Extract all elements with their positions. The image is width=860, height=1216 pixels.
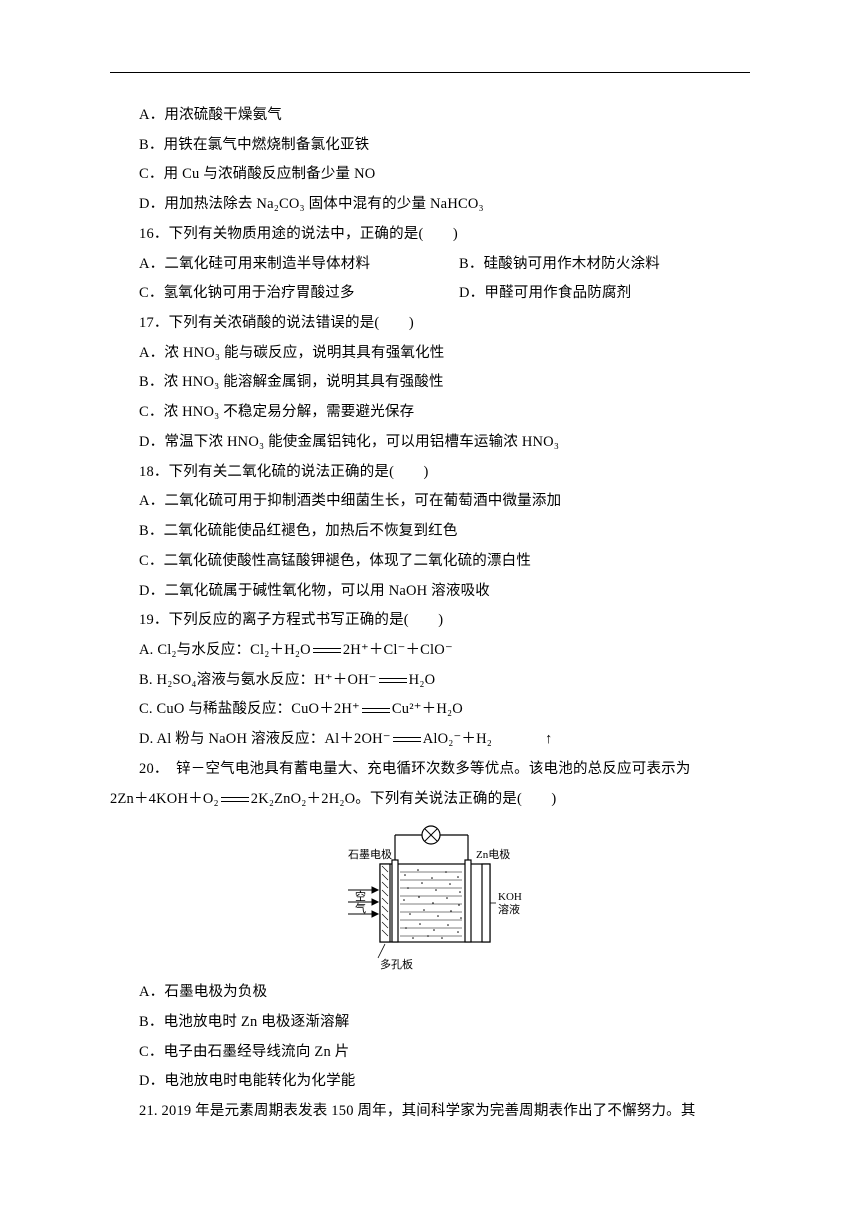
equals-arrow-icon: [221, 797, 249, 802]
q19-a: A. Cl₂与水反应：Cl₂＋H₂O 2H⁺＋Cl⁻＋ClO⁻: [110, 636, 750, 666]
opt-d: D．用加热法除去 Na₂CO₃ 固体中混有的少量 NaHCO₃: [110, 190, 750, 220]
q18-stem: 18．下列有关二氧化硫的说法正确的是( ): [110, 458, 750, 488]
q19-d-post: AlO₂⁻＋H₂: [423, 731, 492, 747]
opt-b: B．用铁在氯气中燃烧制备氯化亚铁: [110, 131, 750, 161]
q20-stem1: 20． 锌－空气电池具有蓄电量大、充电循环次数多等优点。该电池的总反应可表示为: [110, 755, 750, 785]
equals-arrow-icon: [393, 737, 421, 742]
label-zn: Zn电极: [476, 847, 510, 861]
label-porous: 多孔板: [380, 957, 413, 970]
q19-d-pre: D. Al 粉与 NaOH 溶液反应：Al＋2OH⁻: [139, 731, 391, 747]
q17-d: D．常温下浓 HNO₃ 能使金属铝钝化，可以用铝槽车运输浓 HNO₃: [110, 428, 750, 458]
q19-stem: 19．下列反应的离子方程式书写正确的是( ): [110, 606, 750, 636]
q20-c: C．电子由石墨经导线流向 Zn 片: [110, 1038, 750, 1068]
q19-d: D. Al 粉与 NaOH 溶液反应：Al＋2OH⁻ AlO₂⁻＋H₂ ↑: [110, 725, 750, 755]
equals-arrow-icon: [362, 708, 390, 713]
equals-arrow-icon: [379, 678, 407, 683]
top-rule: [110, 72, 750, 73]
q16-a: A．二氧化硅可用来制造半导体材料: [110, 250, 430, 280]
q19-a-post: 2H⁺＋Cl⁻＋ClO⁻: [343, 642, 453, 658]
label-air1: 空: [355, 889, 366, 903]
equals-arrow-icon: [313, 648, 341, 653]
q20-a: A．石墨电极为负极: [110, 978, 750, 1008]
q18-b: B．二氧化硫能使品红褪色，加热后不恢复到红色: [110, 517, 750, 547]
cell-diagram-svg: 石墨电极 Zn电极: [300, 820, 560, 970]
gas-up-arrow-icon: ↑: [516, 725, 552, 755]
q16-row2: C．氢氧化钠可用于治疗胃酸过多 D．甲醛可用作食品防腐剂: [110, 279, 750, 309]
opt-c: C．用 Cu 与浓硝酸反应制备少量 NO: [110, 160, 750, 190]
q16-stem: 16．下列有关物质用途的说法中，正确的是( ): [110, 220, 750, 250]
label-koh2: 溶液: [498, 902, 520, 916]
opt-a: A．用浓硫酸干燥氨气: [110, 101, 750, 131]
q20-stem2-pre: 2Zn＋4KOH＋O₂: [110, 791, 219, 807]
q16-b: B．硅酸钠可用作木材防火涂料: [430, 250, 750, 280]
q16-row1: A．二氧化硅可用来制造半导体材料 B．硅酸钠可用作木材防火涂料: [110, 250, 750, 280]
q19-c-post: Cu²⁺＋H₂O: [392, 701, 463, 717]
q20-stem2: 2Zn＋4KOH＋O₂ 2K₂ZnO₂＋2H₂O。下列有关说法正确的是( ): [110, 785, 750, 815]
q19-b-pre: B. H₂SO₄溶液与氨水反应：H⁺＋OH⁻: [139, 672, 377, 688]
q19-c: C. CuO 与稀盐酸反应：CuO＋2H⁺ Cu²⁺＋H₂O: [110, 695, 750, 725]
q18-c: C．二氧化硫使酸性高锰酸钾褪色，体现了二氧化硫的漂白性: [110, 547, 750, 577]
q18-d: D．二氧化硫属于碱性氧化物，可以用 NaOH 溶液吸收: [110, 577, 750, 607]
q16-c: C．氢氧化钠可用于治疗胃酸过多: [110, 279, 430, 309]
label-air2: 气: [355, 901, 366, 915]
label-koh1: KOH: [498, 891, 522, 903]
q21-text: 21. 2019 年是元素周期表发表 150 周年，其间科学家为完善周期表作出了…: [110, 1097, 750, 1127]
q18-a: A．二氧化硫可用于抑制酒类中细菌生长，可在葡萄酒中微量添加: [110, 487, 750, 517]
q19-b: B. H₂SO₄溶液与氨水反应：H⁺＋OH⁻ H₂O: [110, 666, 750, 696]
q16-d: D．甲醛可用作食品防腐剂: [430, 279, 750, 309]
q19-c-pre: C. CuO 与稀盐酸反应：CuO＋2H⁺: [139, 701, 360, 717]
label-graphite: 石墨电极: [348, 847, 392, 861]
q17-stem: 17．下列有关浓硝酸的说法错误的是( ): [110, 309, 750, 339]
q20-stem2-post: 2K₂ZnO₂＋2H₂O。下列有关说法正确的是( ): [251, 791, 557, 807]
q20-b: B．电池放电时 Zn 电极逐渐溶解: [110, 1008, 750, 1038]
q17-a: A．浓 HNO₃ 能与碳反应，说明其具有强氧化性: [110, 339, 750, 369]
q17-b: B．浓 HNO₃ 能溶解金属铜，说明其具有强酸性: [110, 368, 750, 398]
zinc-air-cell-figure: 石墨电极 Zn电极: [110, 820, 750, 970]
q19-a-pre: A. Cl₂与水反应：Cl₂＋H₂O: [139, 642, 311, 658]
q17-c: C．浓 HNO₃ 不稳定易分解，需要避光保存: [110, 398, 750, 428]
q20-d: D．电池放电时电能转化为化学能: [110, 1067, 750, 1097]
q19-b-post: H₂O: [409, 672, 436, 688]
